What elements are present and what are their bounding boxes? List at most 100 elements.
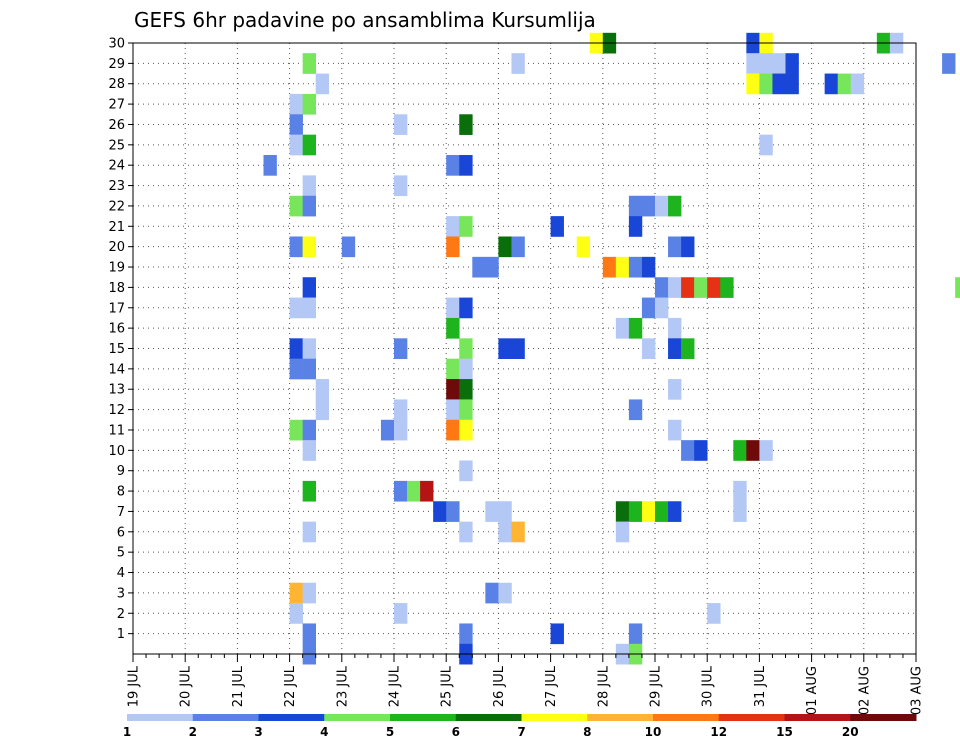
heatmap-cell [498, 521, 512, 543]
heatmap-cell [668, 195, 682, 217]
y-tick-label: 5 [117, 546, 125, 561]
heatmap-cell [302, 236, 316, 258]
colorbar-segment [390, 714, 457, 721]
heatmap-cell [394, 338, 408, 359]
heatmap-cell [746, 440, 760, 461]
x-tick-label: 24 JUL [388, 665, 403, 707]
x-tick-label: 30 JUL [701, 665, 716, 707]
y-tick-label: 13 [108, 383, 125, 398]
heatmap-cell [511, 338, 525, 359]
heatmap-cell [289, 195, 303, 217]
heatmap-cell [824, 73, 838, 95]
heatmap-cell [289, 582, 303, 604]
colorbar-label: 4 [320, 725, 328, 739]
heatmap-cell [655, 277, 669, 298]
x-tick-label: 27 JUL [544, 665, 559, 707]
x-tick-label: 22 JUL [283, 665, 298, 707]
heatmap-cell [511, 521, 525, 543]
heatmap-cell [289, 236, 303, 258]
y-axis: 1234567891011121314151617181920212223242… [108, 37, 133, 642]
heatmap-cell [420, 480, 434, 502]
heatmap-cell [446, 317, 460, 339]
heatmap-cell [694, 440, 708, 461]
heatmap-cell [772, 53, 786, 74]
heatmap-cell [641, 256, 656, 278]
y-tick-label: 17 [108, 301, 125, 316]
heatmap-cell [655, 501, 669, 522]
heatmap-cell [446, 399, 460, 421]
heatmap-cell [263, 155, 277, 176]
y-tick-label: 2 [117, 607, 125, 622]
colorbar-label: 7 [517, 725, 525, 739]
heatmap-cell [459, 297, 473, 319]
heatmap-cell [655, 195, 669, 217]
heatmap-cell [302, 358, 316, 380]
heatmap-cell [498, 582, 512, 604]
y-tick-label: 6 [117, 525, 125, 540]
heatmap-cell [446, 358, 460, 380]
heatmap-cell [785, 53, 799, 74]
heatmap-cell [289, 603, 303, 624]
heatmap-cell [459, 338, 473, 359]
heatmap-cell [446, 155, 460, 176]
colorbar-label: 8 [583, 725, 591, 739]
y-tick-label: 10 [108, 444, 125, 459]
heatmap-cell [628, 195, 643, 217]
heatmap-cell [459, 521, 473, 543]
heatmap-cell [628, 623, 643, 645]
heatmap-cell [668, 419, 682, 441]
chart-title: GEFS 6hr padavine po ansamblima Kursumli… [134, 8, 596, 32]
x-tick-label: 25 JUL [440, 665, 455, 707]
heatmap-cell [772, 73, 786, 95]
heatmap-cell [302, 582, 316, 604]
y-tick-label: 22 [108, 199, 125, 214]
colorbar-segment [324, 714, 391, 721]
heatmap-cell [302, 175, 316, 197]
colorbar-label: 12 [710, 725, 727, 739]
y-tick-label: 12 [108, 403, 125, 418]
heatmap-cell [289, 114, 303, 135]
heatmap-cell [615, 317, 630, 339]
y-tick-label: 23 [108, 179, 125, 194]
heatmap-cell [511, 53, 525, 74]
heatmap-cell [850, 73, 865, 95]
y-tick-label: 8 [117, 485, 125, 500]
heatmap-cell [942, 53, 956, 74]
heatmap-cell [394, 480, 408, 502]
heatmap-cell [720, 277, 734, 298]
heatmap-cell [289, 297, 303, 319]
y-tick-label: 11 [108, 423, 125, 438]
heatmap-cell [759, 73, 773, 95]
heatmap-cell [289, 134, 303, 156]
colorbar-label: 6 [452, 725, 460, 739]
heatmap-cell [785, 73, 799, 95]
heatmap-cell [498, 236, 512, 258]
heatmap-cell [394, 399, 408, 421]
x-tick-label: 28 JUL [596, 665, 611, 707]
heatmap-cell [446, 379, 460, 400]
heatmap-cell [576, 236, 591, 258]
colorbar-segment [455, 714, 522, 721]
heatmap-cell [668, 338, 682, 359]
heatmap-cell [446, 236, 460, 258]
heatmap-cell [302, 419, 316, 441]
heatmap-cell [459, 216, 473, 237]
heatmap-cell [615, 256, 630, 278]
x-tick-label: 03 AUG [910, 666, 925, 715]
heatmap-cell [315, 73, 330, 95]
x-tick-label: 29 JUL [649, 665, 664, 707]
heatmap-cell [446, 216, 460, 237]
x-tick-label: 01 AUG [805, 666, 820, 715]
heatmap-cell [302, 277, 316, 298]
y-tick-label: 14 [108, 362, 125, 377]
y-tick-label: 15 [108, 342, 125, 357]
colorbar-segment [718, 714, 785, 721]
colorbar-label: 1 [123, 725, 131, 739]
heatmap-cell [550, 623, 564, 645]
heatmap-cell [302, 440, 316, 461]
heatmap-cell [394, 175, 408, 197]
heatmap-cell [759, 440, 773, 461]
heatmap-cell [707, 603, 721, 624]
heatmap-cell [759, 134, 773, 156]
x-tick-label: 02 AUG [857, 666, 872, 715]
